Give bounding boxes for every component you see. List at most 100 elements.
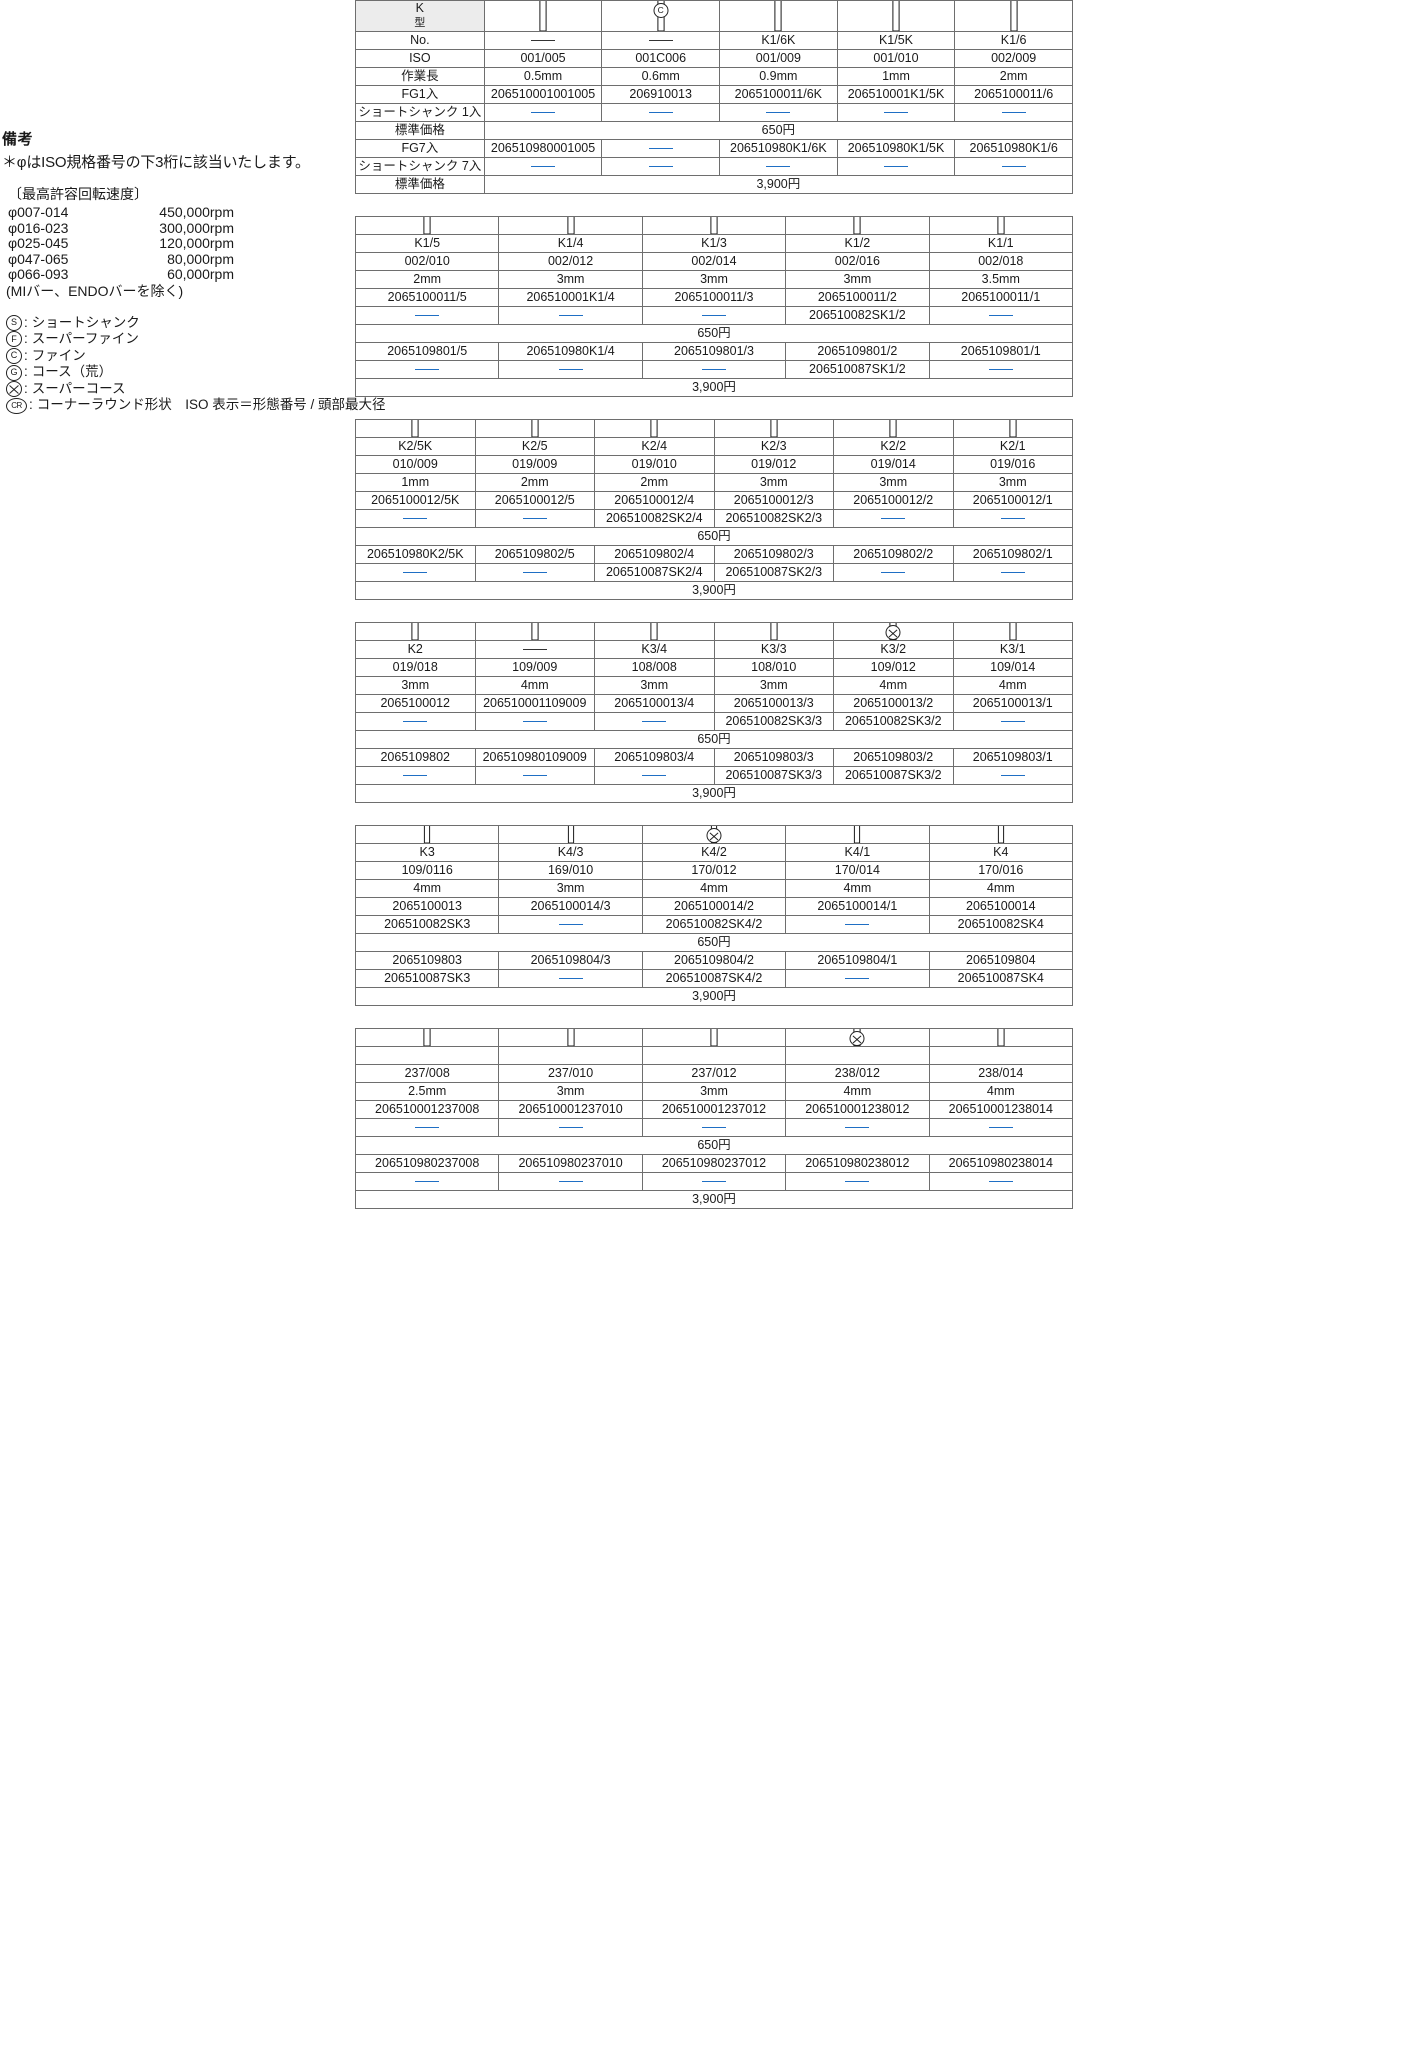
cell-price-3900: 3,900円 [355, 987, 1073, 1006]
cell-iso: 002/018 [928, 252, 1074, 271]
cell-short-shank-1-code [498, 915, 643, 934]
cell-fg7-code [601, 139, 721, 158]
bur-mark-c-icon: C [653, 3, 669, 18]
em-dash [1000, 572, 1025, 574]
cell-working-length: 3mm [952, 473, 1073, 492]
cell-fg7-code: 2065109802/2 [833, 545, 954, 564]
em-dash [845, 978, 870, 980]
cell-fg1-code: 2065100013 [354, 897, 500, 916]
em-dash [648, 148, 673, 150]
cell-iso: 002/016 [785, 252, 930, 271]
cell-fg1-code: 2065100012/5K [355, 491, 476, 510]
cell-short-shank-7-code: 206510087SK4/2 [641, 969, 787, 988]
cell-iso: 019/014 [833, 455, 954, 474]
cell-fg1-code: 206510001237012 [641, 1100, 787, 1119]
bur-mark-x-icon [885, 625, 901, 640]
no-row [354, 1046, 1074, 1065]
em-dash [558, 315, 583, 317]
cell-price-650: 650円 [355, 324, 1073, 343]
cell-short-shank-7-code: 206510087SK3 [354, 969, 500, 988]
cell-short-shank-1-code: 206510082SK3/2 [833, 712, 954, 731]
em-dash [522, 649, 547, 651]
cell-working-length: 3.5mm [928, 270, 1074, 289]
symbol-g-icon: G [6, 364, 22, 381]
bur-illustration: S [928, 825, 1074, 844]
legend-text: ショートシャンク [31, 314, 140, 330]
bur-drawing-round-icon: S [644, 217, 784, 234]
cell-short-shank-7-code [785, 1172, 930, 1191]
cell-fg1-code: 2065100013/1 [952, 694, 1073, 713]
em-dash [701, 369, 726, 371]
row-label-fg1: FG1入 [355, 85, 485, 104]
cell-no [483, 31, 603, 50]
cell-working-length: 3mm [713, 473, 834, 492]
speed-rpm: 450,000rpm [159, 204, 234, 220]
cell-iso: 019/010 [594, 455, 715, 474]
symbol-legend: S: ショートシャンク F: スーパーファイン C: ファイン G: コース（荒）: スーパーコ… [6, 314, 386, 415]
bur-illustration [483, 0, 603, 32]
iso-row: ISO 001/005 001C006 001/009 001/010 002/009 [355, 49, 1073, 68]
symbol-s-icon: S [6, 314, 22, 331]
cell-working-length: 2mm [474, 473, 595, 492]
em-dash [648, 112, 673, 114]
cell-short-shank-7-code [833, 563, 954, 582]
cell-fg1-code: 2065100013/4 [594, 694, 715, 713]
row-label-short-shank-1: ショートシャンク 1入 [355, 103, 485, 122]
cell-fg7-code: 206510980K1/6K [719, 139, 838, 158]
legend-item: F: スーパーファイン [6, 331, 350, 348]
cell-no [354, 1046, 500, 1065]
cell-short-shank-7-code [498, 969, 643, 988]
cell-no: K1/6 [954, 31, 1073, 50]
bur-drawing-egg-icon [644, 1029, 784, 1046]
cell-fg1-code: 2065100012/3 [713, 491, 834, 510]
cell-price-650: 650円 [355, 933, 1073, 952]
cell-short-shank-1-code [354, 1118, 500, 1137]
cell-iso: 019/018 [355, 658, 476, 677]
row-label-price-1: 標準価格 [355, 121, 485, 140]
bur-illustration [719, 0, 838, 32]
em-dash [403, 721, 428, 723]
cell-working-length: 3mm [785, 270, 930, 289]
cell-short-shank-1-code: 206510082SK1/2 [785, 306, 930, 325]
cell-fg7-code: 2065109803/1 [952, 748, 1073, 767]
cell-no [474, 640, 595, 659]
cell-no: K2 [355, 640, 476, 659]
cell-short-shank-7-code [474, 766, 595, 785]
bur-image-row [354, 1028, 1074, 1047]
cell-fg7-code: 2065109804/1 [785, 951, 930, 970]
working-length-row: 1mm 2mm 2mm 3mm 3mm 3mm [355, 473, 1073, 492]
max-speed-row: φ016-023 300,000rpm [8, 219, 350, 237]
cell-short-shank-7-code [641, 1172, 787, 1191]
bur-mark-x-icon [706, 828, 722, 843]
row-label-fg7: FG7入 [355, 139, 485, 158]
em-dash [403, 572, 428, 574]
em-dash [766, 112, 791, 114]
cell-iso: 109/014 [952, 658, 1073, 677]
fg1-row: 2065100013 2065100014/3 2065100014/2 206510… [354, 897, 1074, 916]
max-speed-heading: 〔最高許容回転速度〕 [8, 186, 148, 202]
price-3900-row: 3,900円 [355, 1190, 1073, 1209]
em-dash [531, 166, 556, 168]
row-label-price-7: 標準価格 [355, 175, 485, 194]
cell-fg7-code: 206510980K1/4 [498, 342, 643, 361]
cell-fg7-code: 206510980001005 [483, 139, 603, 158]
speed-range: φ016-023 [8, 219, 69, 236]
cell-fg1-code: 206510001237008 [354, 1100, 500, 1119]
legend-colon: : [24, 331, 28, 347]
cell-fg7-code: 2065109801/2 [785, 342, 930, 361]
price-650-row: 650円 [355, 730, 1073, 749]
working-length-row: 2mm 3mm 3mm 3mm 3.5mm [354, 270, 1074, 289]
bur-drawing-flat-icon [477, 623, 594, 640]
em-dash [1001, 166, 1026, 168]
short-shank-7-row: 206510087SK1/2 [354, 360, 1074, 379]
cell-working-length: 4mm [785, 879, 930, 898]
cell-fg1-code: 206510001238012 [785, 1100, 930, 1119]
remarks-panel: 備考 ＊φはISO規格番号の下3桁に該当いたします。 〔最高許容回転速度〕 φ0… [0, 0, 386, 2072]
em-dash [558, 1181, 583, 1183]
cell-price-3900: 3,900円 [355, 1190, 1073, 1209]
cell-fg7-code: 2065109803/4 [594, 748, 715, 767]
cell-fg1-code: 2065100012 [355, 694, 476, 713]
cell-fg1-code: 206510001237010 [498, 1100, 643, 1119]
cell-short-shank-1-code [954, 103, 1073, 122]
